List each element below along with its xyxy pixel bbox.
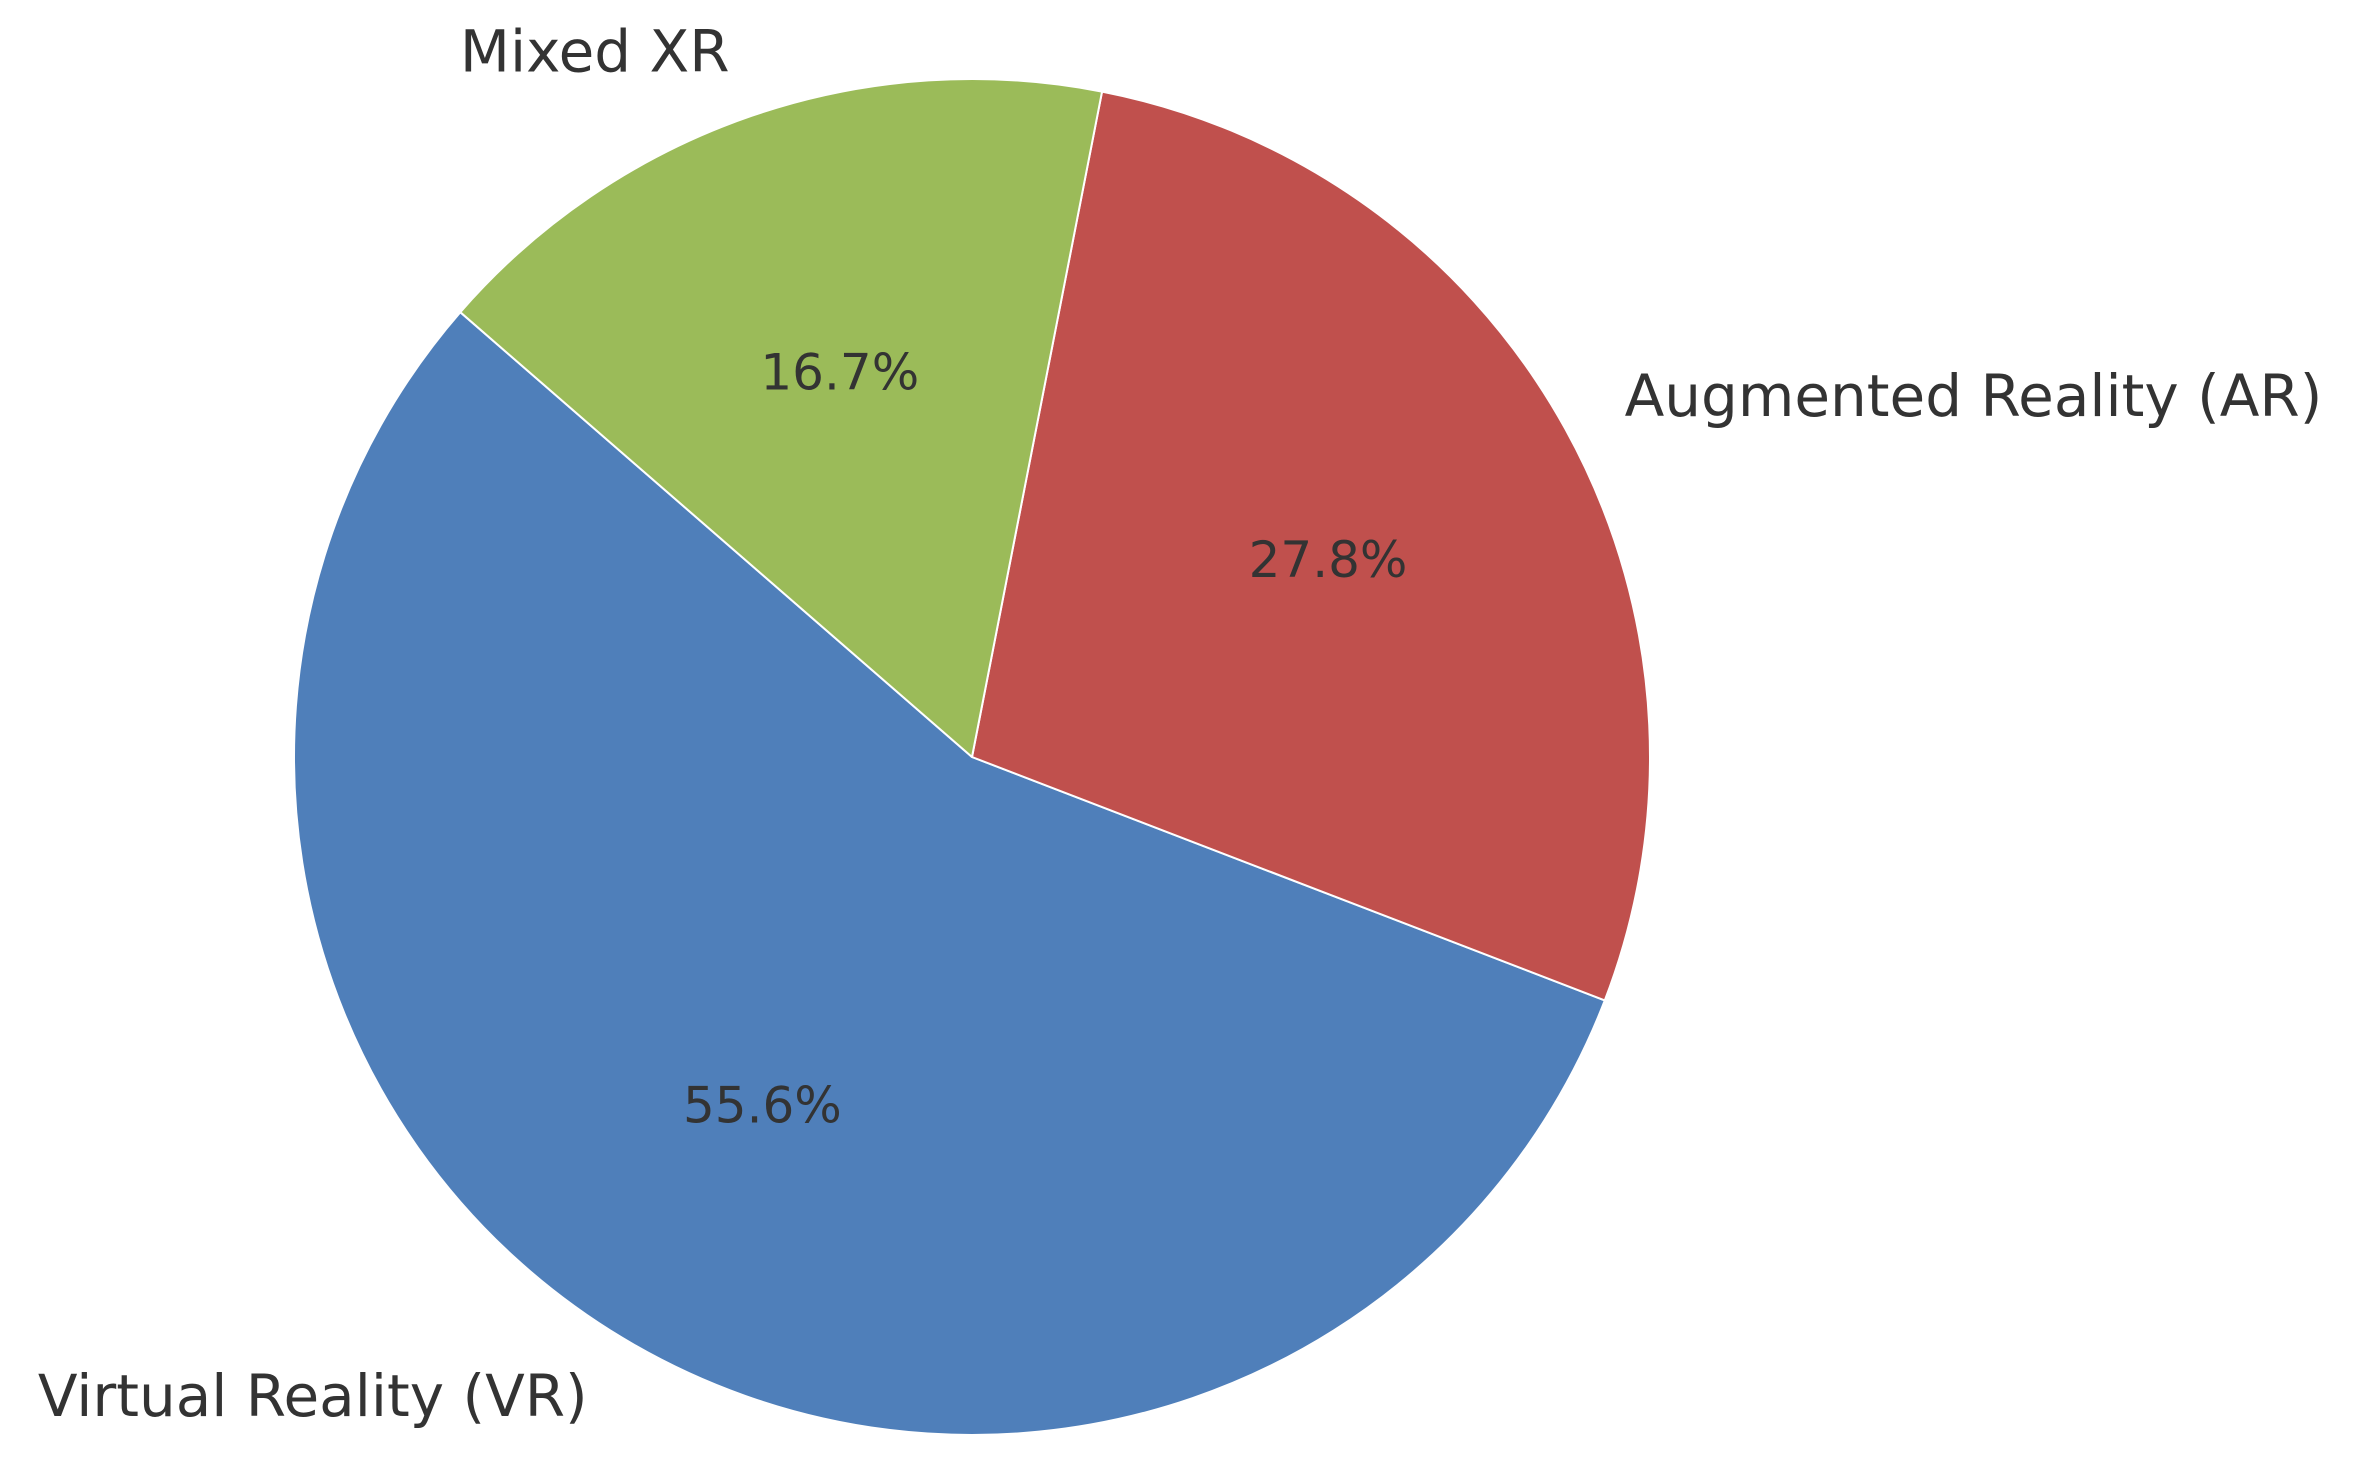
pie-pct-label-augmented-reality-ar: 27.8% xyxy=(1249,531,1408,589)
pie-pct-label-mixed-xr: 16.7% xyxy=(760,343,919,401)
pie-slices xyxy=(293,78,1651,1437)
pie-labels: 55.6% Virtual Reality (VR) 27.8% Augmented … xyxy=(38,18,2323,1430)
pie-slice-augmented-reality-ar xyxy=(971,90,1651,1002)
pie-slice-virtual-reality-vr xyxy=(293,311,1606,1437)
pie-category-label-virtual-reality-vr: Virtual Reality (VR) xyxy=(38,1362,588,1430)
pie-pct-label-virtual-reality-vr: 55.6% xyxy=(683,1077,842,1135)
pie-category-label-augmented-reality-ar: Augmented Reality (AR) xyxy=(1625,362,2323,430)
pie-slice-mixed-xr xyxy=(459,78,1104,758)
pie-category-label-mixed-xr: Mixed XR xyxy=(460,18,730,86)
